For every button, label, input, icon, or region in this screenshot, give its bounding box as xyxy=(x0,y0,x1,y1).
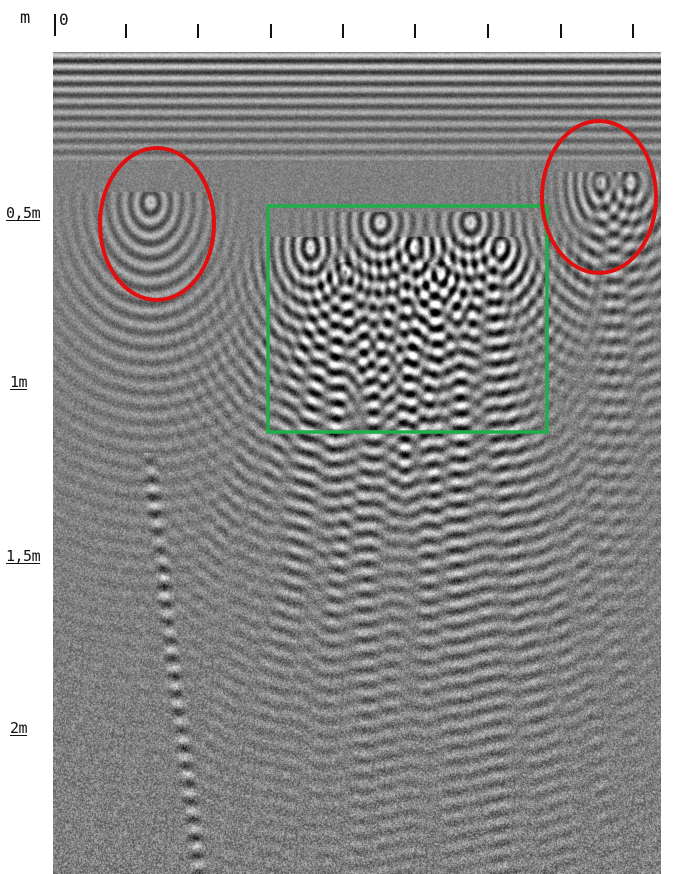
axis-origin-bar xyxy=(54,14,56,36)
horizontal-axis-tick xyxy=(342,24,344,38)
depth-label-0-5m: 0,5m xyxy=(6,204,41,222)
horizontal-axis-tick xyxy=(560,24,562,38)
red-ellipse-annotation xyxy=(540,119,658,275)
depth-label-2m: 2m xyxy=(10,719,28,737)
depth-label-1-5m: 1,5m xyxy=(6,547,41,565)
horizontal-axis-origin-label: 0 xyxy=(59,10,69,29)
horizontal-axis-tick xyxy=(197,24,199,38)
horizontal-axis-tick xyxy=(632,24,634,38)
radargram-image xyxy=(53,52,661,874)
red-ellipse-annotation xyxy=(98,146,216,302)
depth-unit-label: m xyxy=(20,8,31,28)
horizontal-axis-tick xyxy=(125,24,127,38)
horizontal-axis-tick xyxy=(270,24,272,38)
depth-label-1m: 1m xyxy=(10,373,28,391)
horizontal-axis-tick xyxy=(414,24,416,38)
green-rectangle-annotation xyxy=(266,204,549,434)
horizontal-axis-tick xyxy=(487,24,489,38)
